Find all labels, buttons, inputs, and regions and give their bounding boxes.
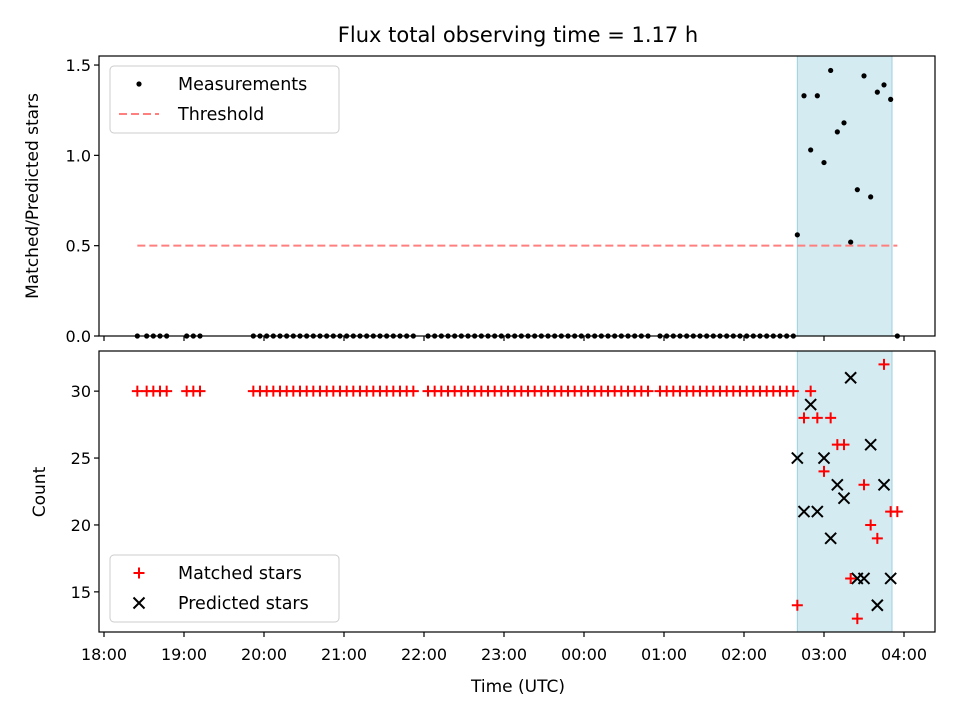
top-point xyxy=(808,147,814,153)
top-axes-frame xyxy=(98,55,936,337)
top-y-tick-label: 0.5 xyxy=(66,237,91,256)
bottom-point xyxy=(858,479,870,491)
top-legend-label: Threshold xyxy=(177,105,264,125)
bottom-x-tick-label: 19:00 xyxy=(161,645,207,664)
top-shaded-region xyxy=(796,55,893,337)
top-point xyxy=(834,129,840,135)
bottom-x-tick-label: 18:00 xyxy=(81,645,127,664)
top-y-tick-label: 1.5 xyxy=(66,56,91,75)
top-y-tick-label: 1.0 xyxy=(66,146,91,165)
top-point xyxy=(868,194,874,200)
bottom-x-tick-label: 02:00 xyxy=(721,645,767,664)
bottom-point xyxy=(817,451,831,465)
bottom-point xyxy=(877,478,891,492)
bottom-point xyxy=(851,613,863,625)
top-series-0 xyxy=(134,67,900,339)
bottom-legend-box xyxy=(109,554,340,623)
bottom-point xyxy=(797,505,811,518)
bottom-point xyxy=(838,439,850,451)
bottom-subplot: 15 20 25 30 18:00 19:00 20:00 21:00 22:00 23:00 00… xyxy=(71,350,936,664)
bottom-point xyxy=(884,572,897,585)
bottom-x-tick-label: 21:00 xyxy=(321,645,367,664)
top-point xyxy=(814,93,820,99)
top-point xyxy=(861,73,867,79)
bottom-point xyxy=(805,385,817,397)
bottom-point xyxy=(194,385,206,397)
bottom-legend: Matched stars Predicted stars xyxy=(109,554,340,623)
bottom-point xyxy=(131,385,143,397)
top-point xyxy=(888,96,894,102)
bottom-point xyxy=(642,385,654,397)
chart-title: Flux total observing time = 1.17 h xyxy=(338,23,698,47)
bottom-point xyxy=(798,412,810,424)
bottom-point xyxy=(825,412,837,424)
bottom-shaded-region xyxy=(796,350,893,633)
bottom-x-tick-label: 00:00 xyxy=(561,645,607,664)
top-point xyxy=(874,89,880,95)
bottom-point xyxy=(857,572,871,585)
x-axis-label: Time (UTC) xyxy=(470,677,565,697)
top-point xyxy=(848,239,854,245)
bottom-point xyxy=(837,491,851,505)
bottom-axes-frame xyxy=(98,350,936,633)
bottom-point xyxy=(891,506,903,518)
bottom-point xyxy=(865,519,877,531)
bottom-point xyxy=(791,599,803,611)
bottom-point xyxy=(871,532,883,544)
bottom-legend-swatch xyxy=(132,596,146,610)
bottom-point xyxy=(787,385,799,397)
top-legend-box xyxy=(109,65,340,134)
bottom-x-tick-label: 04:00 xyxy=(881,645,927,664)
bottom-legend-swatch xyxy=(133,567,145,579)
bottom-point xyxy=(804,398,817,411)
bottom-y-axis-label: Count xyxy=(30,466,50,517)
bottom-point xyxy=(407,385,419,397)
top-subplot: 0.0 0.5 1.0 1.5 Measurements Threshold xyxy=(66,55,936,346)
bottom-point xyxy=(845,572,857,584)
bottom-point xyxy=(844,371,857,384)
top-point xyxy=(828,67,834,74)
top-point xyxy=(881,82,887,88)
top-legend: Measurements Threshold xyxy=(109,65,340,134)
bottom-point xyxy=(878,358,890,370)
bottom-series-0 xyxy=(131,358,903,625)
bottom-point xyxy=(161,385,173,397)
bottom-legend-label: Predicted stars xyxy=(178,594,309,614)
bottom-x-tick-label: 22:00 xyxy=(401,645,447,664)
bottom-point xyxy=(831,478,844,492)
bottom-y-tick-label: 20 xyxy=(71,516,91,535)
top-point xyxy=(794,232,800,238)
bottom-x-tick-label: 23:00 xyxy=(481,645,527,664)
bottom-x-tick-label: 20:00 xyxy=(241,645,287,664)
bottom-y-tick-label: 25 xyxy=(71,449,91,468)
bottom-series-1 xyxy=(791,371,897,612)
top-point xyxy=(821,159,827,166)
bottom-point xyxy=(791,451,804,465)
top-legend-swatch xyxy=(136,81,142,87)
bottom-point xyxy=(811,505,824,518)
bottom-y-tick-label: 15 xyxy=(71,583,91,602)
bottom-y-tick-label: 30 xyxy=(71,382,91,401)
bottom-point xyxy=(824,532,837,545)
top-y-axis-label: Matched/Predicted stars xyxy=(23,93,43,299)
top-point xyxy=(801,93,807,99)
top-y-tick-label: 0.0 xyxy=(66,327,91,346)
top-legend-label: Measurements xyxy=(178,75,307,95)
bottom-x-tick-label: 01:00 xyxy=(641,645,687,664)
bottom-point xyxy=(811,412,823,424)
top-point xyxy=(841,120,847,126)
bottom-point xyxy=(818,465,830,477)
bottom-legend-label: Matched stars xyxy=(178,564,302,584)
bottom-x-tick-label: 03:00 xyxy=(801,645,847,664)
bottom-point xyxy=(864,438,877,451)
bottom-point xyxy=(871,599,884,612)
top-point xyxy=(854,187,860,193)
